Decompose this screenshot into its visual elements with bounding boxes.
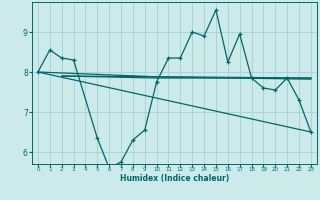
X-axis label: Humidex (Indice chaleur): Humidex (Indice chaleur) [120,174,229,183]
